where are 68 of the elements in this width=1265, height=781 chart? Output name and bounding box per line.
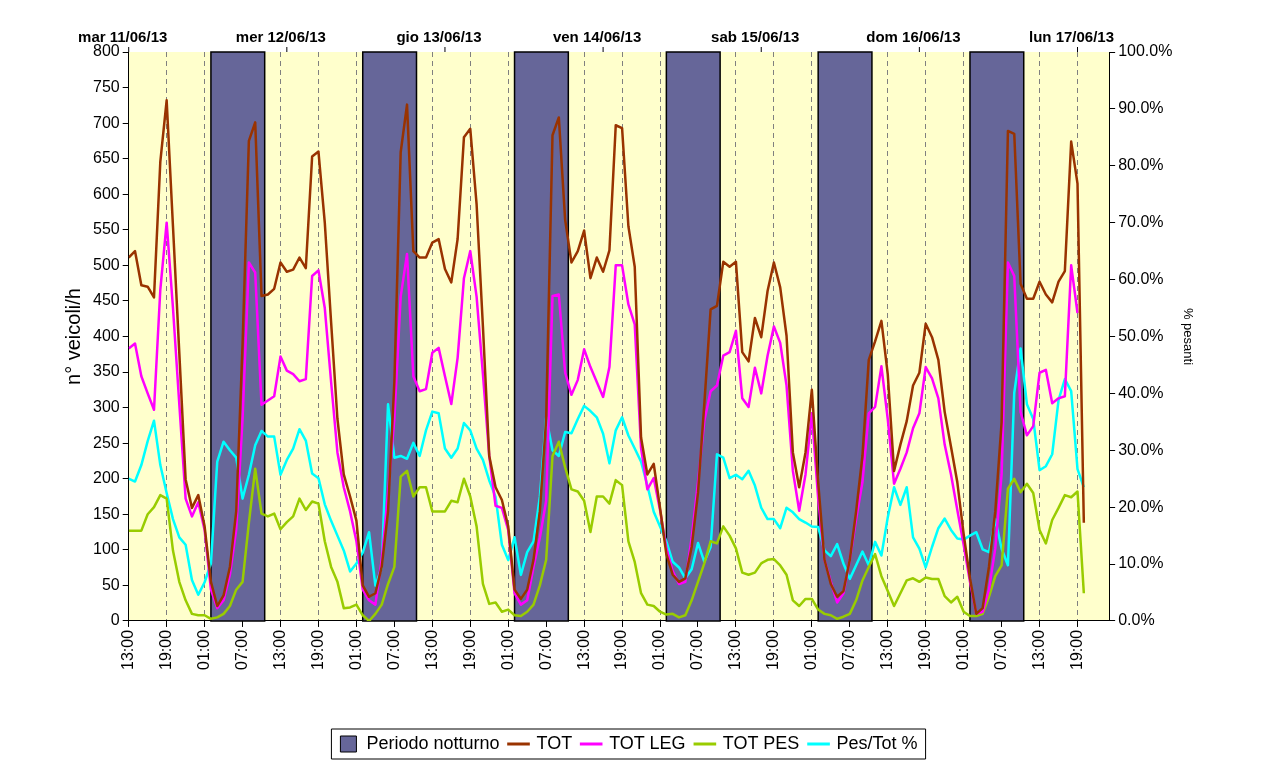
x-tick-label: 07:00 xyxy=(840,629,858,671)
legend-label: TOT LEG xyxy=(609,732,686,753)
y-tick-label: 400 xyxy=(92,326,120,344)
y2-tick-label: 0.0% xyxy=(1118,611,1155,629)
x-tick-label: 19:00 xyxy=(764,629,782,671)
text: ven 14/06/13 xyxy=(552,28,642,45)
x-tick-label: 19:00 xyxy=(460,629,478,671)
x-tick-label: 19:00 xyxy=(612,629,630,671)
text: mer 12/06/13 xyxy=(235,28,326,45)
y2-tick-label: 40.0% xyxy=(1118,383,1164,401)
x-tick-label: 19:00 xyxy=(308,629,326,671)
y2-tick-label: 30.0% xyxy=(1118,440,1164,458)
text: mar 11/06/13 xyxy=(78,28,168,45)
y-tick-label: 300 xyxy=(92,398,120,416)
y2-tick-label: 20.0% xyxy=(1118,497,1164,515)
x-tick-label: 01:00 xyxy=(954,629,972,671)
y-tick-label: 750 xyxy=(92,77,120,95)
legend-label: TOT PES xyxy=(722,732,800,753)
legend-label: Pes/Tot % xyxy=(836,732,918,753)
x-tick-label: 19:00 xyxy=(157,629,175,671)
y-tick-label: 550 xyxy=(92,220,120,238)
text: dom 16/06/13 xyxy=(866,28,961,45)
y-tick-label: 100 xyxy=(92,540,120,558)
y-tick-label: 600 xyxy=(92,184,120,202)
y-tick-label: 450 xyxy=(92,291,120,309)
x-tick-label: 07:00 xyxy=(688,629,706,671)
y2-tick-label: 100.0% xyxy=(1118,42,1173,60)
y-tick-label: 700 xyxy=(92,113,120,131)
x-tick-label: 01:00 xyxy=(650,629,668,671)
y2-tick-label: 10.0% xyxy=(1118,554,1164,572)
legend-label: Periodo notturno xyxy=(366,732,500,753)
legend-label: TOT xyxy=(536,732,573,753)
text: sab 15/06/13 xyxy=(711,28,800,45)
y-tick-label: 150 xyxy=(92,504,120,522)
x-tick-label: 01:00 xyxy=(498,629,516,671)
x-tick-label: 13:00 xyxy=(422,629,440,671)
y2-tick-label: 50.0% xyxy=(1118,326,1164,344)
x-tick-label: 07:00 xyxy=(232,629,250,671)
y-tick-label: 650 xyxy=(92,149,120,167)
x-tick-label: 13:00 xyxy=(726,629,744,671)
x-tick-label: 19:00 xyxy=(1067,629,1085,671)
y-tick-label: 800 xyxy=(92,42,120,60)
x-tick-label: 07:00 xyxy=(992,629,1010,671)
y2-tick-label: 90.0% xyxy=(1118,99,1164,117)
x-tick-label: 13:00 xyxy=(270,629,288,671)
y-tick-label: 200 xyxy=(92,469,120,487)
x-tick-label: 07:00 xyxy=(536,629,554,671)
y-tick-label: 500 xyxy=(92,255,120,273)
x-tick-label: 19:00 xyxy=(916,629,934,671)
y-tick-label: 50 xyxy=(101,575,120,593)
x-tick-label: 13:00 xyxy=(1029,629,1047,671)
y-tick-label: 0 xyxy=(110,611,120,629)
x-tick-label: 01:00 xyxy=(802,629,820,671)
x-tick-label: 13:00 xyxy=(878,629,896,671)
y2-axis-title: % pesanti xyxy=(1180,307,1196,366)
x-tick-label: 13:00 xyxy=(574,629,592,671)
x-tick-label: 01:00 xyxy=(346,629,364,671)
text: gio 13/06/13 xyxy=(396,28,482,45)
text: lun 17/06/13 xyxy=(1028,28,1115,45)
x-tick-label: 13:00 xyxy=(119,629,137,671)
x-tick-label: 01:00 xyxy=(195,629,213,671)
y-axis-title: n° veicoli/h xyxy=(61,288,84,385)
x-tick-label: 07:00 xyxy=(384,629,402,671)
y2-tick-label: 60.0% xyxy=(1118,269,1164,287)
y2-tick-label: 80.0% xyxy=(1118,156,1164,174)
y2-tick-label: 70.0% xyxy=(1118,213,1164,231)
y-tick-label: 250 xyxy=(92,433,120,451)
y-tick-label: 350 xyxy=(92,362,120,380)
